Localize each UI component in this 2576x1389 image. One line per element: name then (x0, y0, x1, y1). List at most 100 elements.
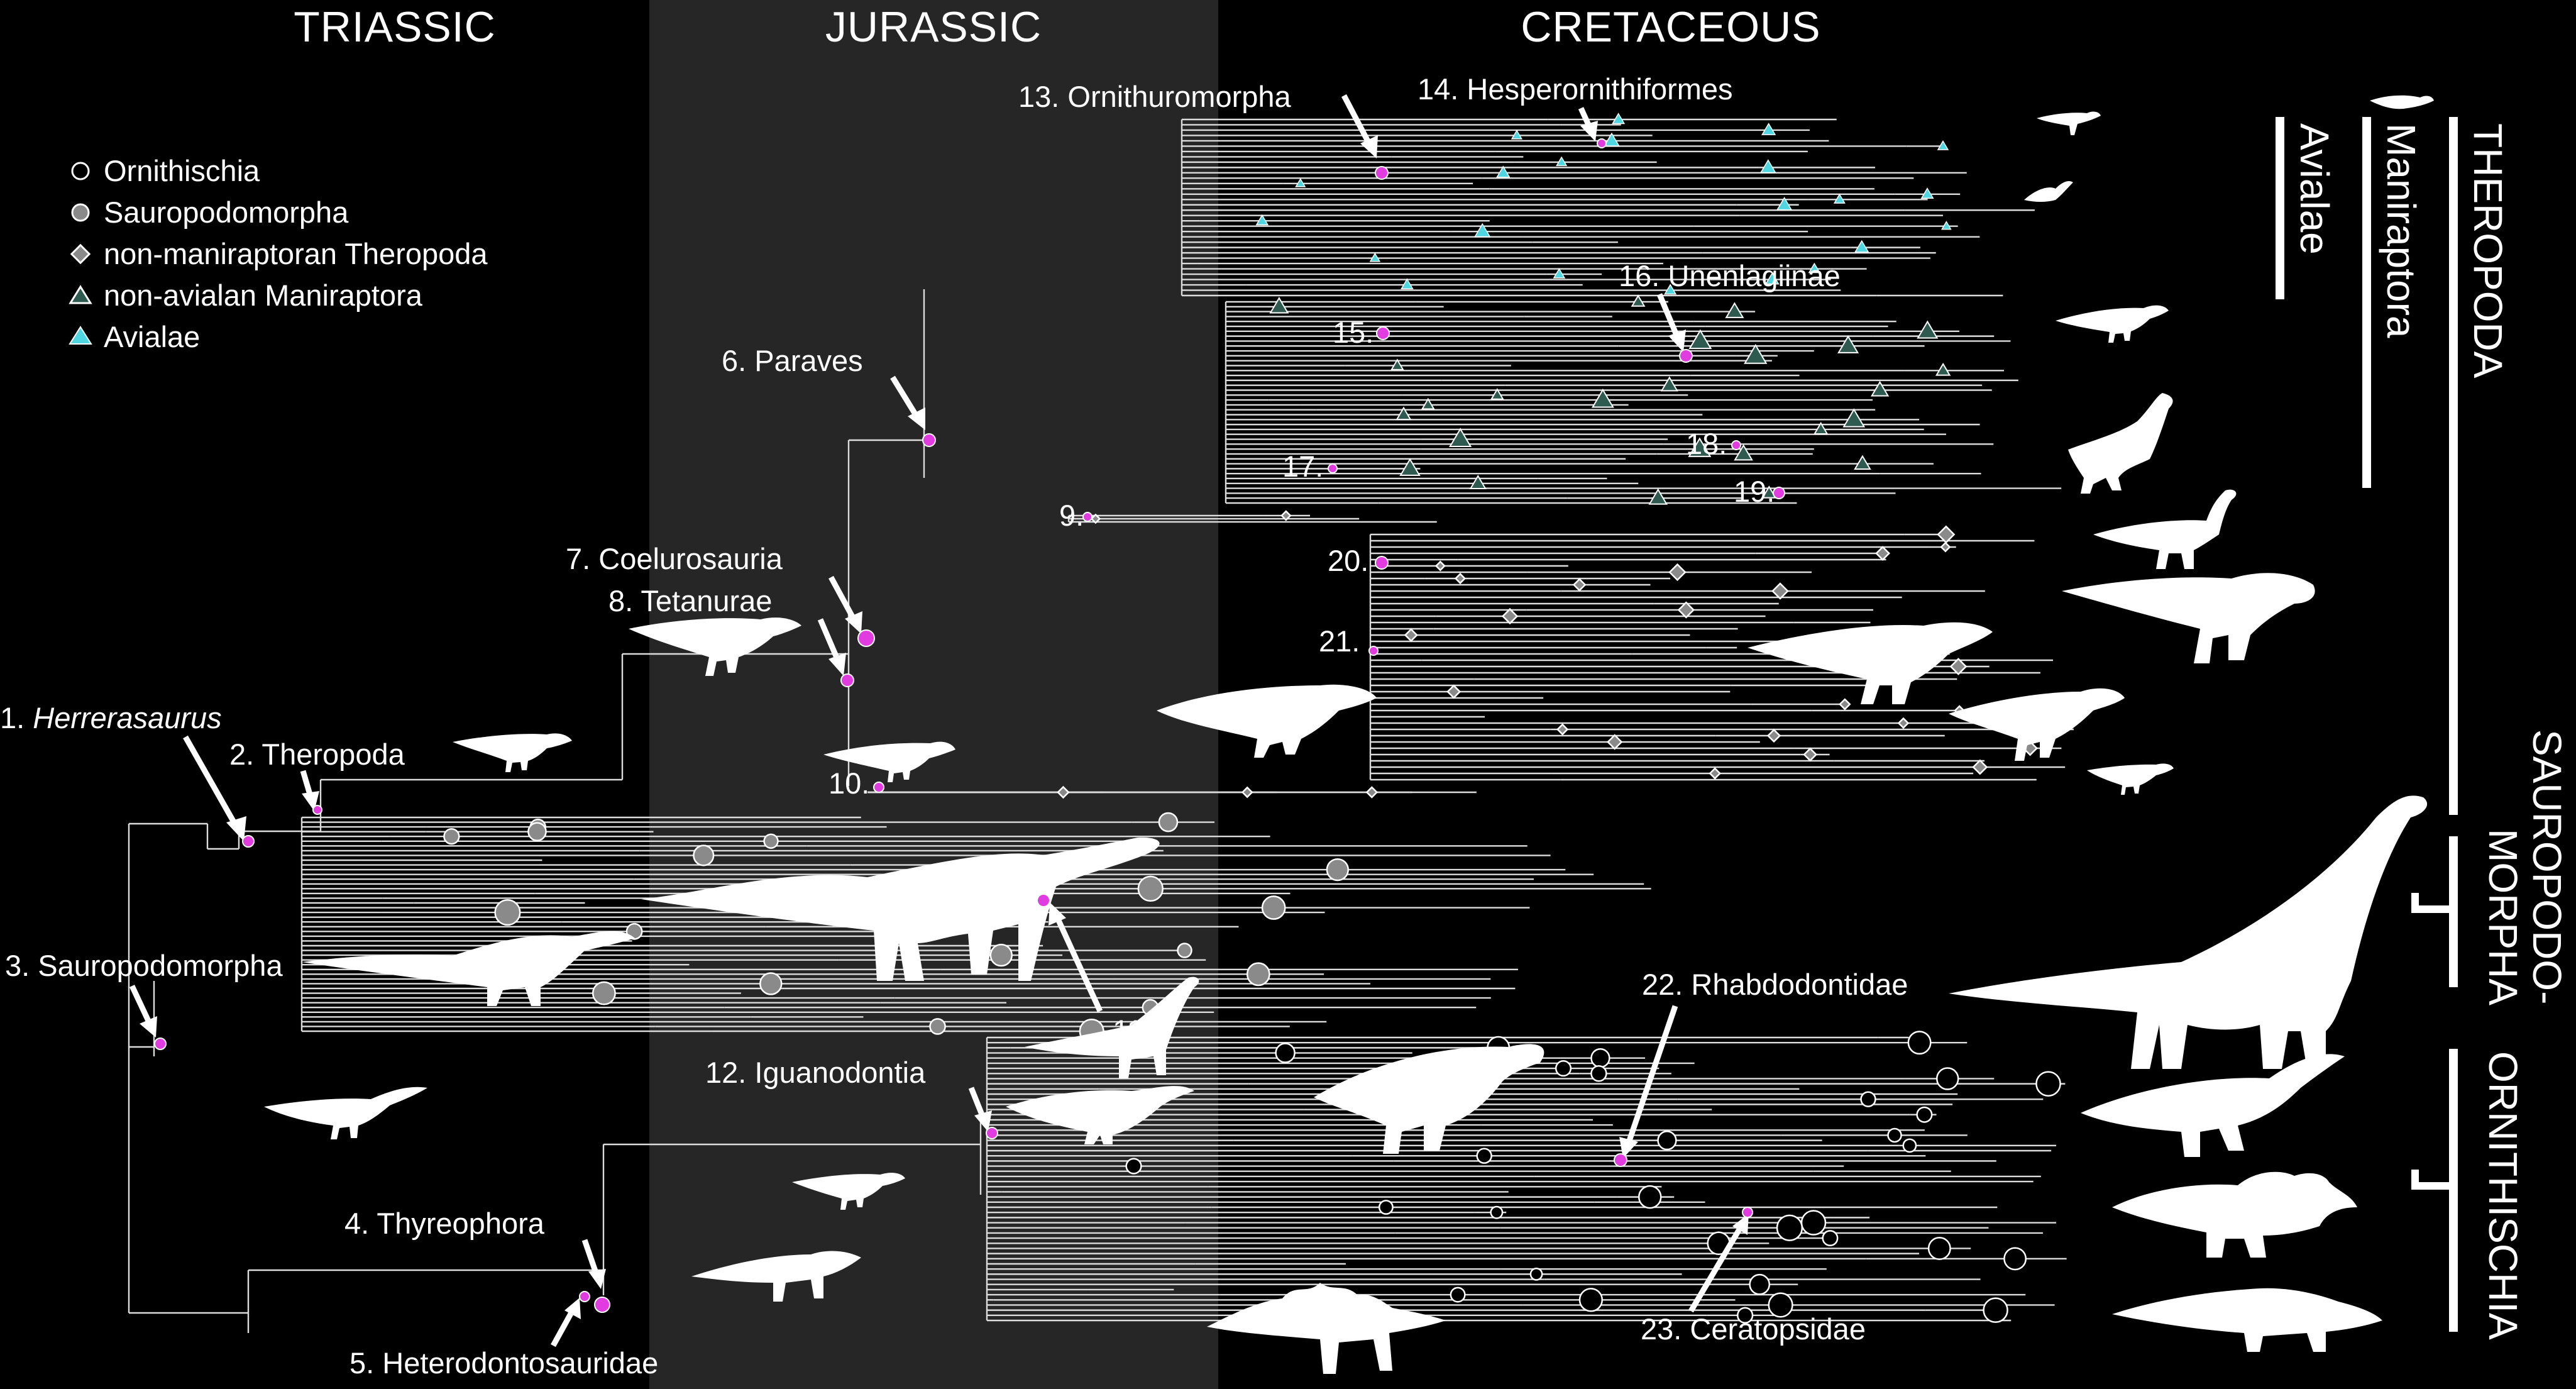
node-20-marker (1375, 556, 1388, 569)
tip-ornithischia (1937, 1068, 1958, 1089)
tip-ornithischia (1658, 1131, 1676, 1149)
tip-maniraptoran (1726, 303, 1742, 317)
node-5-marker (580, 1292, 590, 1302)
bird-silhouette-3 (2370, 96, 2434, 109)
tip-ornithischia (1379, 1200, 1392, 1214)
avialae-bar (2276, 117, 2284, 299)
tip-theropod (1678, 602, 1693, 617)
ceratosaur-silhouette (1949, 689, 2125, 761)
tip-ornithischia (1580, 1288, 1602, 1311)
tip-avialae (1761, 160, 1775, 173)
tip-ornithischia (2004, 1248, 2025, 1270)
tip-theropod (1448, 685, 1460, 697)
tip-sauropodomorpha (760, 973, 781, 994)
tip-avialae (1762, 124, 1775, 135)
tip-theropod (1608, 735, 1622, 749)
tip-ornithischia (1591, 1066, 1606, 1081)
sauropodomorpha-bar (2449, 836, 2458, 987)
tip-sauropodomorpha (444, 829, 459, 844)
tip-maniraptoran (1593, 390, 1613, 407)
node-label-20: 20. (1328, 544, 1368, 577)
node-13-marker (1375, 167, 1388, 179)
node-label-23: 23. Ceratopsidae (1641, 1312, 1866, 1346)
tip-theropod (1406, 629, 1417, 641)
bird-silhouette-2 (2024, 181, 2073, 202)
stegosaur-silhouette (1207, 1283, 1446, 1374)
node-19-marker (1773, 487, 1785, 499)
node-11-marker (1037, 894, 1050, 907)
tip-ornithischia (1984, 1298, 2008, 1322)
legend-label-non-avialan-maniraptora: non-avialan Maniraptora (104, 279, 423, 312)
node-label-15: 15. (1333, 316, 1373, 349)
tip-avialae (1401, 279, 1412, 289)
node-label-1: 1. Herrerasaurus (0, 701, 222, 734)
tip-theropod (1558, 724, 1568, 734)
node-label-13: 13. Ornithuromorpha (1018, 80, 1292, 113)
tip-ornithischia (1917, 1107, 1932, 1122)
legend-diamond-icon (72, 245, 89, 263)
tip-maniraptoran (1401, 459, 1419, 475)
tip-ornithischia (1531, 1268, 1542, 1280)
tip-theropod (1367, 787, 1377, 797)
legend-dark-triangle-icon (70, 287, 91, 303)
tip-maniraptoran (1872, 382, 1888, 396)
bird-silhouette-1 (2037, 111, 2101, 135)
node-16-marker (1680, 350, 1692, 362)
node-3-marker (155, 1038, 166, 1049)
tip-ornithischia (1802, 1211, 1825, 1235)
tip-maniraptoran (1450, 429, 1471, 446)
node-label-1-number: 1. (0, 701, 33, 734)
tip-ornithischia (1477, 1149, 1492, 1163)
legend: Ornithischia Sauropodomorpha non-manirap… (70, 154, 488, 353)
node-label-9: 9. (1059, 499, 1084, 532)
tip-ornithischia (1823, 1231, 1837, 1245)
tip-ornithischia (1276, 1044, 1295, 1063)
sauropodomorpha-tick-stub (2411, 893, 2419, 913)
node-7-marker (858, 630, 874, 646)
tip-maniraptoran (1632, 296, 1644, 306)
ornithischia-bar (2449, 1049, 2458, 1332)
tip-sauropodomorpha (930, 1019, 945, 1034)
legend-label-non-maniraptoran-theropoda: non-maniraptoran Theropoda (104, 237, 488, 270)
node-label-16: 16. Unenlagiinae (1619, 259, 1841, 292)
arrow-22 (1628, 1006, 1675, 1144)
tip-avialae (1834, 194, 1844, 203)
node-4-marker (595, 1297, 610, 1312)
tip-maniraptoran (1745, 345, 1766, 363)
node-2-marker (313, 805, 322, 814)
period-label-cretaceous: CRETACEOUS (1521, 3, 1820, 51)
legend-grey-circle-icon (72, 204, 89, 221)
node-label-14: 14. Hesperornithiformes (1417, 72, 1733, 106)
tip-theropod (1973, 760, 1986, 773)
tip-sauropodomorpha (1327, 859, 1348, 880)
tip-avialae (1855, 241, 1868, 252)
tip-ornithischia (1591, 1049, 1609, 1067)
node-6-marker (923, 434, 935, 446)
node-23-marker (1742, 1207, 1753, 1217)
ornithischia-tick-stub (2411, 1170, 2419, 1190)
tip-theropod (1773, 584, 1788, 599)
tip-theropod (1503, 609, 1517, 624)
tip-sauropodomorpha (528, 823, 546, 841)
arrow-14-head (1580, 121, 1598, 141)
node-label-18: 18. (1686, 427, 1727, 460)
node-9-marker (1083, 512, 1092, 521)
tip-sauropodomorpha (1247, 963, 1269, 985)
node-14-marker (1597, 139, 1606, 148)
tip-theropod (1941, 543, 1950, 551)
tip-theropod (1898, 718, 1908, 728)
jurassic-band (649, 0, 1218, 1389)
node-21-marker (1369, 646, 1378, 655)
theropoda-label: THEROPODA (2465, 123, 2511, 379)
legend-cyan-triangle-icon (70, 327, 91, 344)
maniraptora-label: Maniraptora (2379, 123, 2424, 338)
ankylosaur-silhouette (2112, 1288, 2382, 1352)
tip-ornithischia (1908, 1031, 1930, 1053)
tip-ornithischia (1451, 1288, 1465, 1302)
tip-ornithischia (1126, 1159, 1142, 1174)
tip-ornithischia (1750, 1275, 1770, 1294)
tip-avialae (1612, 114, 1624, 124)
tip-maniraptoran (1839, 336, 1858, 353)
arrow-13 (1344, 96, 1370, 146)
